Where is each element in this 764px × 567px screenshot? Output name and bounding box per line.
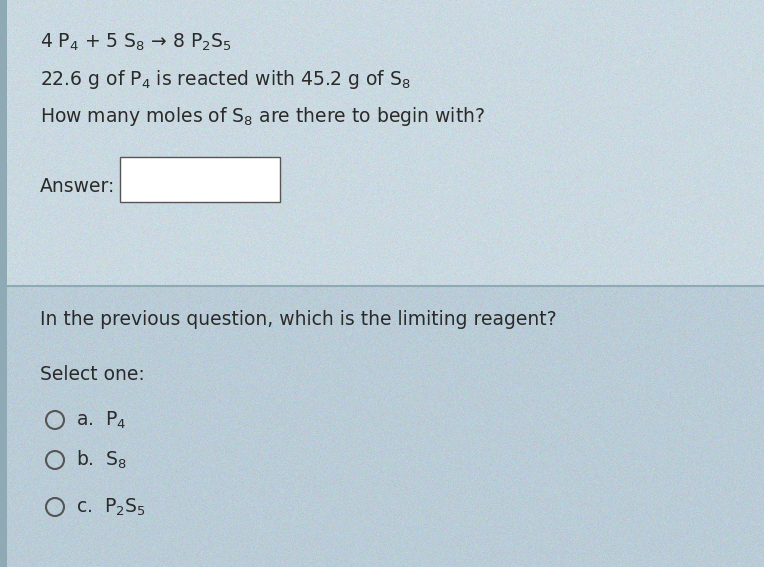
Text: 4 P$_4$ + 5 S$_8$ → 8 P$_2$S$_5$: 4 P$_4$ + 5 S$_8$ → 8 P$_2$S$_5$ <box>40 32 232 53</box>
FancyBboxPatch shape <box>0 0 7 567</box>
Text: c.  P$_2$S$_5$: c. P$_2$S$_5$ <box>76 496 146 518</box>
Text: Answer:: Answer: <box>40 177 115 196</box>
Text: How many moles of S$_8$ are there to begin with?: How many moles of S$_8$ are there to beg… <box>40 105 485 128</box>
Text: Select one:: Select one: <box>40 365 144 384</box>
FancyBboxPatch shape <box>120 157 280 202</box>
Text: 22.6 g of P$_4$ is reacted with 45.2 g of S$_8$: 22.6 g of P$_4$ is reacted with 45.2 g o… <box>40 68 410 91</box>
Text: b.  S$_8$: b. S$_8$ <box>76 449 128 471</box>
Text: In the previous question, which is the limiting reagent?: In the previous question, which is the l… <box>40 310 557 329</box>
Text: a.  P$_4$: a. P$_4$ <box>76 409 127 431</box>
